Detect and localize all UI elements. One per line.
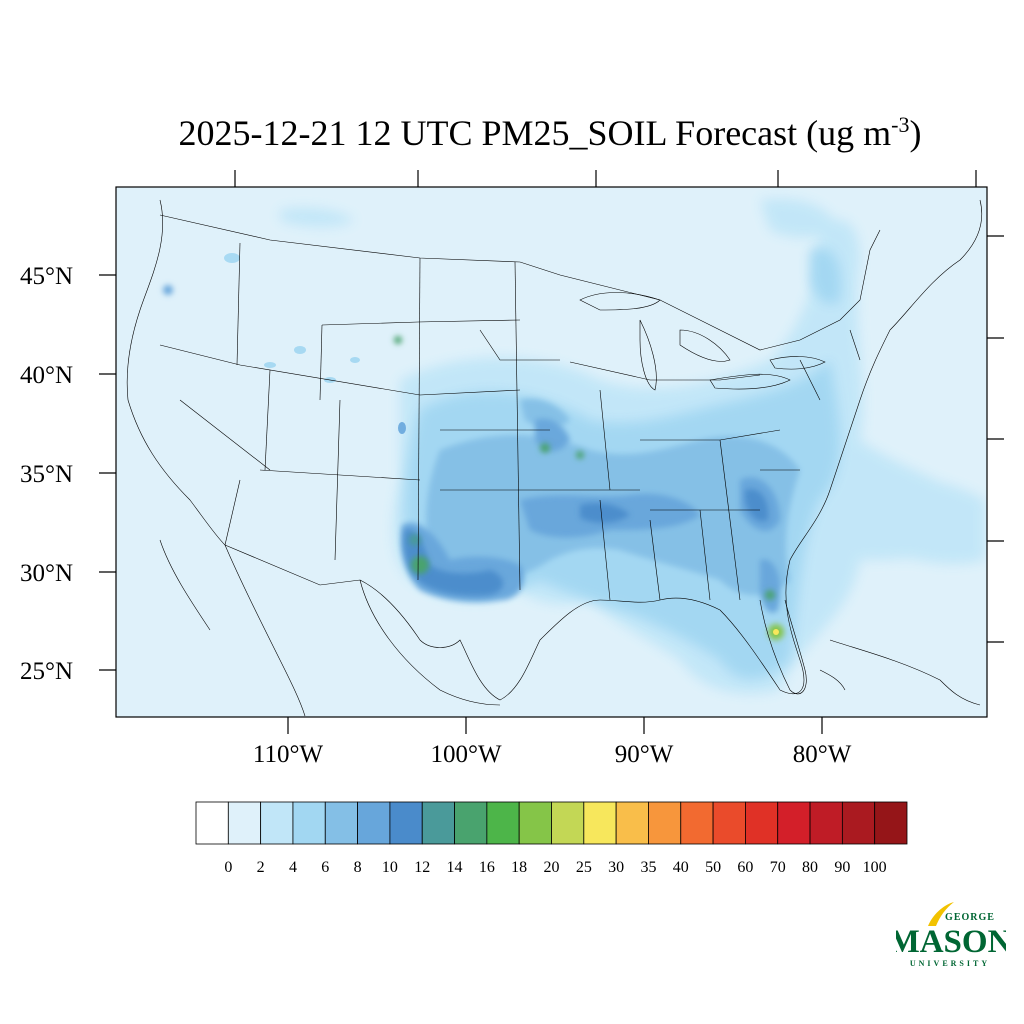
colorbar-label: 10 [382, 859, 398, 876]
colorbar-label: 18 [511, 859, 527, 876]
colorbar-label: 0 [224, 859, 232, 876]
colorbar-boxes [195, 801, 908, 845]
colorbar-box [518, 801, 552, 845]
title-close: ) [909, 113, 922, 153]
lat-label-35: 35°N [20, 461, 73, 488]
logo-main-text: MASON [896, 924, 1006, 960]
colorbar-label: 25 [576, 859, 592, 876]
colorbar-label: 2 [257, 859, 265, 876]
colorbar-box [292, 801, 326, 845]
colorbar-label: 20 [544, 859, 560, 876]
logo-swoosh-icon [928, 902, 954, 926]
colorbar-box [680, 801, 714, 845]
colorbar-box [357, 801, 391, 845]
map-boundaries [126, 199, 983, 717]
colorbar-label: 4 [289, 859, 297, 876]
colorbar-label: 6 [321, 859, 329, 876]
colorbar-label: 40 [673, 859, 689, 876]
colorbar-label: 80 [802, 859, 818, 876]
concentration-field [163, 198, 985, 694]
lat-label-40: 40°N [20, 362, 73, 389]
colorbar-box [195, 801, 229, 845]
colorbar-box [777, 801, 811, 845]
colorbar-label: 35 [640, 859, 656, 876]
lat-label-25: 25°N [20, 658, 73, 685]
colorbar-box [745, 801, 779, 845]
colorbar-box [551, 801, 585, 845]
colorbar-label: 8 [354, 859, 362, 876]
colorbar-labels: 0 2 4 6 8 10 12 14 16 18 20 25 30 35 40 50 60 70 80 90 100 [224, 859, 886, 876]
colorbar-label: 14 [447, 859, 463, 876]
colorbar-box [648, 801, 682, 845]
lat-label-30: 30°N [20, 560, 73, 587]
colorbar-box [615, 801, 649, 845]
colorbar-box [809, 801, 843, 845]
colorbar-label: 60 [737, 859, 753, 876]
colorbar-box [583, 801, 617, 845]
logo-bottom-text: UNIVERSITY [910, 959, 990, 968]
lon-label-110w: 110°W [253, 741, 324, 768]
colorbar-label: 70 [770, 859, 786, 876]
colorbar-box [421, 801, 455, 845]
colorbar-box [389, 801, 423, 845]
lat-label-45: 45°N [20, 263, 73, 290]
colorbar-box [454, 801, 488, 845]
colorbar-box [712, 801, 746, 845]
colorbar-box [324, 801, 358, 845]
colorbar-label: 90 [834, 859, 850, 876]
title-text: 2025-12-21 12 UTC PM25_SOIL Forecast (ug… [178, 113, 892, 153]
lon-label-90w: 90°W [615, 741, 674, 768]
colorbar-label: 30 [608, 859, 624, 876]
title-superscript: -3 [891, 112, 910, 137]
colorbar-box [874, 801, 908, 845]
map-title: 2025-12-21 12 UTC PM25_SOIL Forecast (ug… [0, 112, 1024, 154]
gmu-logo: GEORGE MASON UNIVERSITY [896, 902, 1006, 968]
colorbar-label: 100 [863, 859, 887, 876]
colorbar-label: 16 [479, 859, 495, 876]
logo-top-text: GEORGE [945, 912, 995, 923]
colorbar-box [486, 801, 520, 845]
lon-label-80w: 80°W [793, 741, 852, 768]
colorbar-box [841, 801, 876, 845]
lon-label-100w: 100°W [430, 741, 501, 768]
colorbar-label: 12 [414, 859, 430, 876]
tick-marks [99, 170, 1004, 734]
colorbar-label: 50 [705, 859, 721, 876]
map-frame [115, 186, 988, 718]
colorbar-box [260, 801, 294, 845]
colorbar-box [227, 801, 262, 845]
